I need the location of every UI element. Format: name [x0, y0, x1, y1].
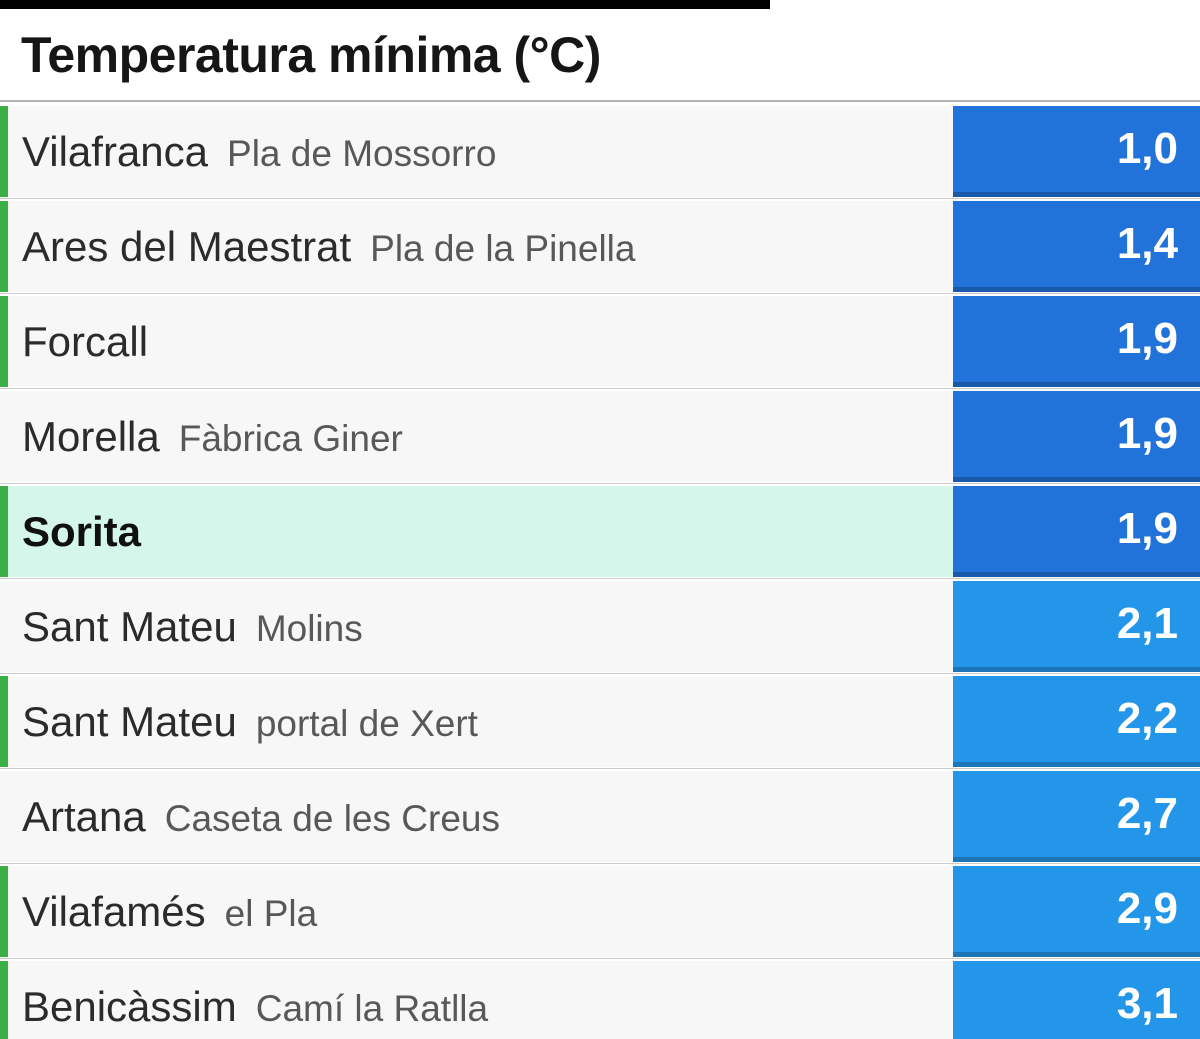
municipality-name: Sant Mateu: [22, 602, 237, 650]
row-label-area: Sant Mateu portal de Xert: [8, 676, 953, 767]
table-row[interactable]: Artana Caseta de les Creus 2,7: [0, 768, 1200, 862]
municipality-name: Vilafamés: [22, 887, 206, 935]
table-row[interactable]: Vilafranca Pla de Mossorro 1,0: [0, 106, 1200, 197]
municipality-name: Sorita: [22, 507, 142, 555]
municipality-name: Artana: [22, 792, 146, 840]
table-row[interactable]: Sant Mateu Molins 2,1: [0, 578, 1200, 672]
temperature-value: 3,1: [953, 961, 1200, 1039]
temperature-value: 2,7: [953, 771, 1200, 862]
temperature-value: 1,9: [953, 296, 1200, 387]
temperature-value: 1,4: [953, 201, 1200, 292]
row-label-area: Ares del Maestrat Pla de la Pinella: [8, 201, 953, 292]
table-row[interactable]: Forcall 1,9: [0, 293, 1200, 387]
municipality-name: Sant Mateu: [22, 697, 237, 745]
row-label-area: Forcall: [8, 296, 953, 387]
top-bar: [0, 0, 770, 9]
station-name: Molins: [255, 607, 363, 649]
temperature-value: 1,9: [953, 486, 1200, 577]
station-name: Caseta de les Creus: [164, 797, 500, 839]
row-label-area: Benicàssim Camí la Ratlla: [8, 961, 953, 1039]
row-label-area: Vilafamés el Pla: [8, 866, 953, 957]
page-title: Temperatura mínima (°C): [21, 27, 601, 83]
station-name: el Pla: [224, 892, 318, 934]
temperature-value: 2,9: [953, 866, 1200, 957]
table-row[interactable]: Ares del Maestrat Pla de la Pinella 1,4: [0, 198, 1200, 292]
temperature-value: 2,2: [953, 676, 1200, 767]
table-row[interactable]: Sant Mateu portal de Xert 2,2: [0, 673, 1200, 767]
table-row[interactable]: Vilafamés el Pla 2,9: [0, 863, 1200, 957]
temperature-value: 1,0: [953, 106, 1200, 197]
station-name: Fàbrica Giner: [178, 417, 403, 459]
municipality-name: Ares del Maestrat: [22, 222, 352, 270]
header: Temperatura mínima (°C): [0, 0, 1200, 100]
municipality-name: Morella: [22, 412, 160, 460]
row-label-area: Vilafranca Pla de Mossorro: [8, 106, 953, 197]
municipality-name: Benicàssim: [22, 982, 237, 1030]
table-row[interactable]: Benicàssim Camí la Ratlla 3,1: [0, 958, 1200, 1039]
station-name: Camí la Ratlla: [255, 987, 489, 1029]
row-label-area: Morella Fàbrica Giner: [8, 391, 953, 482]
temperature-value: 1,9: [953, 391, 1200, 482]
station-name: Pla de la Pinella: [370, 227, 636, 269]
table-row[interactable]: Sorita 1,9: [0, 483, 1200, 577]
row-label-area: Sant Mateu Molins: [8, 581, 953, 672]
municipality-name: Forcall: [22, 317, 149, 365]
station-name: Pla de Mossorro: [227, 132, 497, 174]
temperature-value: 2,1: [953, 581, 1200, 672]
row-label-area: Sorita: [8, 486, 953, 577]
municipality-name: Vilafranca: [22, 127, 209, 175]
station-name: portal de Xert: [255, 702, 478, 744]
row-label-area: Artana Caseta de les Creus: [8, 771, 953, 862]
temperature-table: Vilafranca Pla de Mossorro 1,0 Ares del …: [0, 100, 1200, 1039]
table-row[interactable]: Morella Fàbrica Giner 1,9: [0, 388, 1200, 482]
